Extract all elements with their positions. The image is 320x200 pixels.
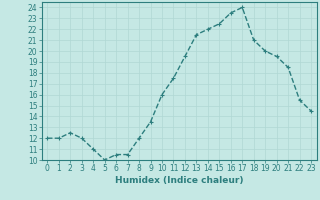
X-axis label: Humidex (Indice chaleur): Humidex (Indice chaleur)	[115, 176, 244, 185]
